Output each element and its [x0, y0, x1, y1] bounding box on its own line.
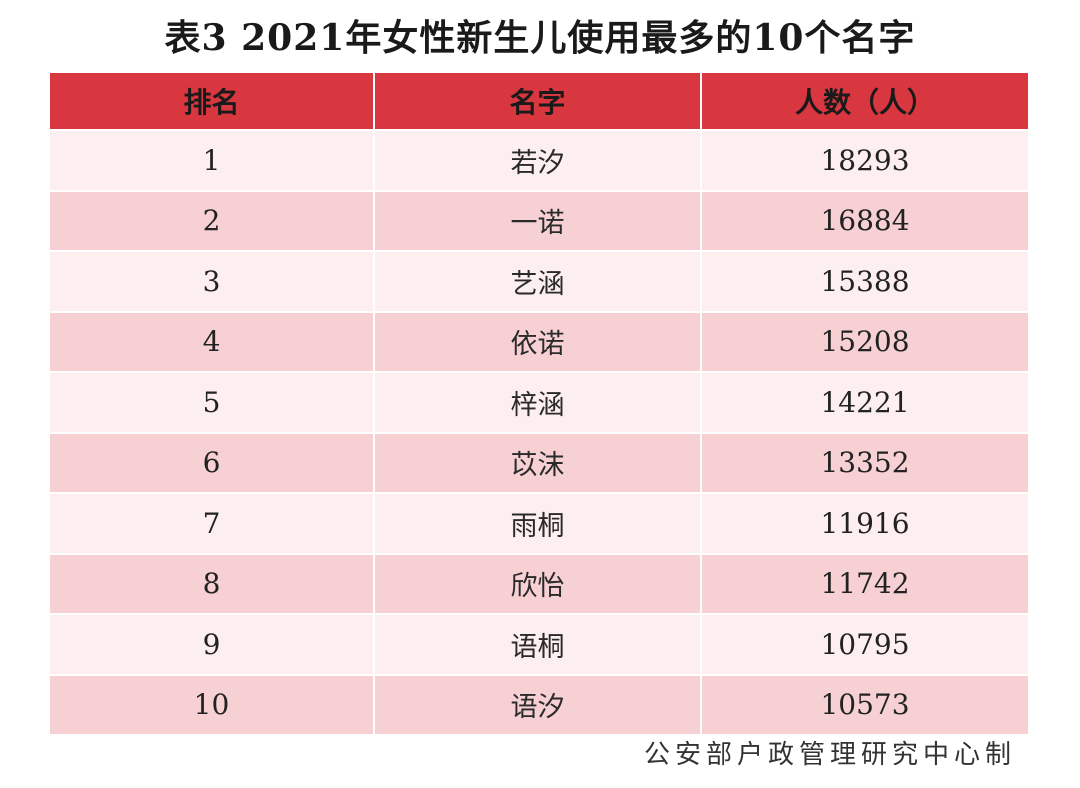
header-count: 人数（人）: [794, 86, 935, 119]
table-row: 8 欣怡 11742: [50, 554, 1028, 615]
name-cell: 若汐: [375, 131, 702, 190]
count-cell: 15388: [820, 264, 910, 298]
table-row: 1 若汐 18293: [50, 131, 1028, 192]
count-cell: 16884: [820, 204, 910, 238]
table-row: 5 梓涵 14221: [50, 373, 1028, 434]
table-title: 表3 2021年女性新生儿使用最多的10个名字: [164, 17, 916, 59]
rank-cell: 7: [50, 494, 375, 553]
rank-cell: 10: [50, 675, 375, 734]
name-cell: 苡沫: [375, 433, 702, 492]
header-name: 名字: [375, 73, 702, 129]
name-cell: 依诺: [375, 312, 702, 371]
count-cell: 11742: [820, 567, 910, 601]
name-cell: 梓涵: [375, 373, 702, 432]
table-header-row: 排名 名字 人数（人）: [50, 73, 1028, 131]
names-table: 排名 名字 人数（人） 1 若汐 18293 2 一诺 16884 3 艺涵 1…: [50, 73, 1028, 736]
count-cell: 14221: [820, 385, 910, 419]
name-cell: 欣怡: [375, 554, 702, 613]
table-row: 2 一诺 16884: [50, 191, 1028, 252]
table-row: 9 语桐 10795: [50, 615, 1028, 676]
name-cell: 语汐: [375, 675, 702, 734]
table-row: 10 语汐 10573: [50, 675, 1028, 736]
count-cell: 15208: [820, 325, 910, 359]
count-cell: 13352: [820, 446, 910, 480]
name-cell: 一诺: [375, 191, 702, 250]
rank-cell: 1: [50, 131, 375, 190]
rank-cell: 2: [50, 191, 375, 250]
rank-cell: 6: [50, 433, 375, 492]
name-cell: 艺涵: [375, 252, 702, 311]
table-row: 7 雨桐 11916: [50, 494, 1028, 555]
rank-cell: 8: [50, 554, 375, 613]
count-cell: 11916: [820, 506, 910, 540]
name-cell: 雨桐: [375, 494, 702, 553]
count-cell: 18293: [820, 143, 910, 177]
name-cell: 语桐: [375, 615, 702, 674]
rank-cell: 9: [50, 615, 375, 674]
table-row: 6 苡沫 13352: [50, 433, 1028, 494]
rank-cell: 5: [50, 373, 375, 432]
header-rank: 排名: [50, 73, 375, 129]
count-cell: 10795: [820, 627, 910, 661]
count-cell: 10573: [820, 688, 910, 722]
table-row: 3 艺涵 15388: [50, 252, 1028, 313]
source-note: 公安部户政管理研究中心制: [643, 740, 1016, 770]
rank-cell: 4: [50, 312, 375, 371]
rank-cell: 3: [50, 252, 375, 311]
table-row: 4 依诺 15208: [50, 312, 1028, 373]
